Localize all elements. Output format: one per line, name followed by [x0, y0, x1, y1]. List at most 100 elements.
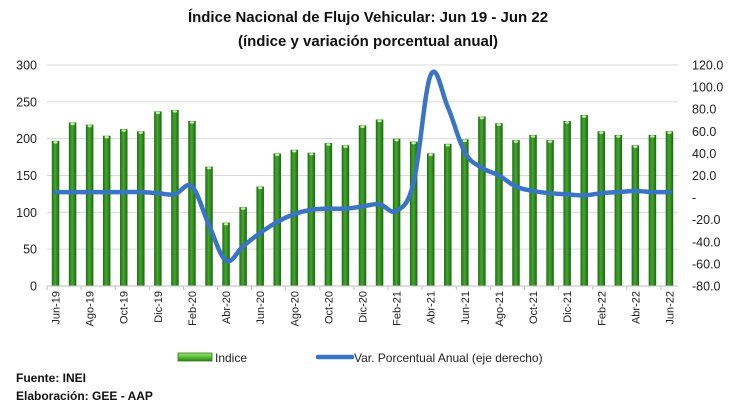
bar-Jul-19 — [68, 122, 77, 287]
bar-cap — [394, 138, 399, 142]
bar-cap — [223, 222, 229, 226]
bar-cap — [343, 145, 348, 148]
x-tick-label: Jun-19 — [51, 291, 63, 325]
x-tick-label: Oct-21 — [528, 291, 540, 324]
bar-Nov-19 — [137, 131, 145, 286]
chart-subtitle: (índice y variación porcentual anual) — [238, 33, 498, 50]
bar-Dic-19 — [154, 111, 162, 286]
bar-cap — [513, 140, 519, 143]
bar-cap — [530, 135, 536, 138]
x-tick-label: Ago-19 — [85, 291, 97, 326]
bar-Dic-21 — [563, 120, 571, 286]
bar-Jun-19 — [51, 140, 60, 286]
bar-cap — [445, 144, 450, 147]
line-series-variacion — [53, 69, 672, 264]
x-tick-label: Oct-20 — [323, 291, 335, 324]
bar-Ago-20 — [290, 149, 299, 286]
author-note: Elaboración: GEE - AAP — [16, 389, 153, 403]
bar-cap — [582, 115, 587, 118]
bar-cap — [104, 136, 109, 139]
bar-cap — [53, 141, 58, 144]
bar-cap — [360, 125, 365, 129]
bar-cap — [275, 153, 280, 157]
bar-cap — [257, 186, 263, 190]
x-tick-label: Dic-21 — [562, 291, 574, 323]
bar-cap — [70, 122, 75, 126]
y-left-tick-label: 50 — [23, 243, 37, 257]
bar-cap — [240, 207, 246, 210]
bar-Abr-22 — [631, 145, 640, 286]
bar-Sep-21 — [512, 140, 520, 286]
y-right-tick-label: -80.0 — [692, 280, 721, 294]
bar-Feb-22 — [597, 131, 606, 286]
bar-cap — [87, 124, 92, 128]
bar-cap — [309, 152, 314, 156]
bar-cap — [599, 131, 604, 134]
bar-May-22 — [648, 134, 657, 286]
x-tick-label: Ago-20 — [289, 291, 301, 326]
y-right-tick-label: 80.0 — [692, 103, 716, 117]
legend-label-indice: Indice — [215, 351, 247, 365]
x-tick-label: Jun-21 — [460, 291, 472, 325]
bar-Mar-21 — [409, 141, 418, 286]
bar-Oct-21 — [529, 134, 537, 286]
bar-series-indice — [51, 109, 674, 287]
y-axis-left: 0 50 100 150 200 250 300 — [16, 59, 37, 294]
bar-Jun-21 — [461, 139, 469, 286]
bar-cap — [479, 116, 485, 120]
bar-Nov-21 — [546, 140, 554, 286]
y-left-tick-label: 150 — [16, 169, 37, 183]
bar-Abr-20 — [222, 222, 230, 286]
bar-May-21 — [444, 143, 452, 286]
legend-label-variacion: Var. Porcentual Anual (eje derecho) — [354, 351, 543, 365]
y-left-tick-label: 200 — [16, 132, 37, 146]
bar-cap — [138, 131, 143, 134]
x-tick-label: Abr-21 — [426, 291, 438, 324]
y-right-tick-label: 100.0 — [692, 81, 723, 95]
y-right-tick-label: 60.0 — [692, 125, 716, 139]
bar-cap — [564, 121, 570, 124]
bar-Jun-20 — [256, 186, 264, 286]
x-tick-label: Abr-20 — [221, 291, 233, 324]
chart-title: Índice Nacional de Flujo Vehicular: Jun … — [188, 9, 548, 26]
variacion-line — [53, 69, 672, 264]
x-tick-label: Feb-22 — [596, 291, 608, 326]
bar-cap — [411, 141, 416, 145]
x-axis: Jun-19 Ago-19 Oct-19 Dic-19 Feb-20 Abr-20 Jun-… — [46, 285, 678, 326]
x-tick-label: Oct-19 — [119, 291, 131, 324]
bar-cap — [121, 129, 126, 132]
y-left-tick-label: 300 — [16, 59, 37, 73]
bar-cap — [633, 145, 638, 148]
x-tick-label: Abr-22 — [630, 291, 642, 324]
bar-cap — [650, 135, 655, 138]
bar-cap — [326, 143, 331, 146]
bar-Oct-20 — [324, 143, 333, 286]
y-right-tick-label: -20.0 — [692, 213, 721, 227]
x-tick-label: Jun-20 — [255, 291, 267, 325]
bar-cap — [496, 123, 502, 126]
bar-Ene-20 — [171, 109, 179, 286]
y-right-tick-label: 40.0 — [692, 147, 716, 161]
y-left-tick-label: 250 — [16, 95, 37, 109]
x-tick-label: Ago-21 — [494, 291, 506, 326]
bar-cap — [616, 135, 621, 138]
bar-Ago-19 — [85, 124, 94, 286]
bar-Jul-21 — [478, 116, 486, 286]
x-tick-label: Feb-20 — [187, 291, 199, 326]
x-tick-label: Dic-19 — [153, 291, 165, 323]
bar-cap — [155, 111, 161, 115]
legend: Indice Var. Porcentual Anual (eje derech… — [177, 351, 543, 365]
bar-cap — [462, 139, 468, 143]
x-tick-label: Jun-22 — [664, 291, 676, 325]
bar-Ene-22 — [580, 115, 588, 287]
bar-Ago-21 — [495, 123, 503, 287]
legend-swatch-indice — [177, 352, 213, 362]
bar-Sep-19 — [102, 135, 111, 286]
bar-cap — [292, 150, 297, 153]
bar-Nov-20 — [341, 145, 350, 286]
y-right-tick-label: 120.0 — [692, 59, 723, 73]
y-right-tick-label: - — [692, 191, 696, 205]
bar-Sep-20 — [307, 152, 316, 286]
bar-Abr-21 — [426, 153, 435, 286]
